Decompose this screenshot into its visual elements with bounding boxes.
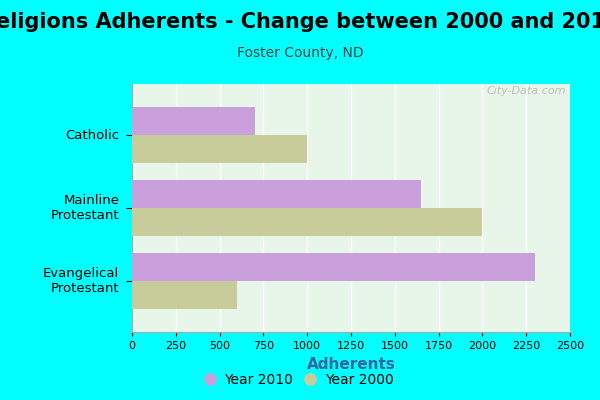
Text: City-Data.com: City-Data.com <box>486 86 566 96</box>
Legend: Year 2010, Year 2000: Year 2010, Year 2000 <box>202 369 398 391</box>
X-axis label: Adherents: Adherents <box>307 356 395 372</box>
Bar <box>132 253 535 281</box>
Bar <box>132 135 307 163</box>
Bar <box>132 281 237 309</box>
Bar <box>132 180 421 208</box>
Text: Foster County, ND: Foster County, ND <box>236 46 364 60</box>
Text: Religions Adherents - Change between 2000 and 2010: Religions Adherents - Change between 200… <box>0 12 600 32</box>
Bar <box>132 208 482 236</box>
Bar <box>132 107 254 135</box>
